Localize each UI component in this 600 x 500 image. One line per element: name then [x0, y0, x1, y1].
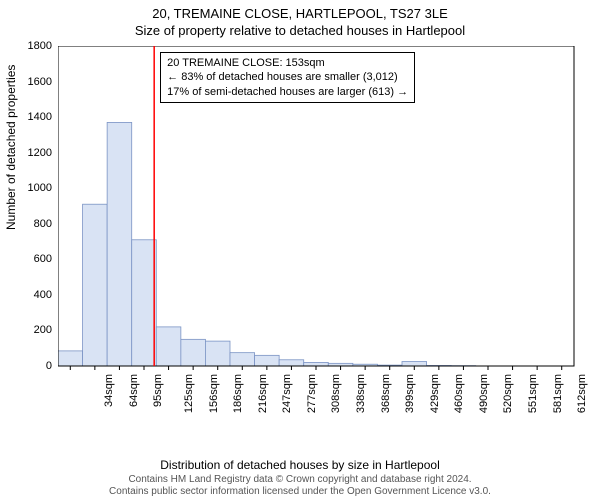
x-tick-label: 186sqm [232, 374, 244, 413]
y-tick-label: 800 [34, 218, 52, 230]
x-tick-label: 520sqm [503, 374, 515, 413]
x-tick-label: 308sqm [331, 374, 343, 413]
x-tick-label: 429sqm [429, 374, 441, 413]
x-tick-label: 156sqm [208, 374, 220, 413]
footer-line-1: Contains HM Land Registry data © Crown c… [0, 474, 600, 486]
y-tick-label: 600 [34, 253, 52, 265]
y-tick-label: 400 [34, 289, 52, 301]
y-tick-label: 1800 [28, 40, 52, 52]
annotation-box: 20 TREMAINE CLOSE: 153sqm← 83% of detach… [160, 52, 415, 103]
attribution-footer: Contains HM Land Registry data © Crown c… [0, 474, 600, 498]
chart-container: 20, TREMAINE CLOSE, HARTLEPOOL, TS27 3LE… [0, 0, 600, 500]
x-tick-label: 64sqm [128, 374, 140, 407]
x-tick-label: 247sqm [281, 374, 293, 413]
x-tick-label: 338sqm [355, 374, 367, 413]
y-tick-label: 1400 [28, 111, 52, 123]
y-tick-label: 1600 [28, 76, 52, 88]
x-tick-label: 551sqm [527, 374, 539, 413]
y-tick-label: 0 [46, 360, 52, 372]
annot-line-1: 20 TREMAINE CLOSE: 153sqm [167, 56, 408, 70]
x-tick-label: 34sqm [103, 374, 115, 407]
x-tick-label: 490sqm [478, 374, 490, 413]
x-tick-label: 581sqm [552, 374, 564, 413]
x-axis-label: Distribution of detached houses by size … [0, 458, 600, 472]
chart-subtitle: Size of property relative to detached ho… [0, 21, 600, 38]
annot-line-3: 17% of semi-detached houses are larger (… [167, 85, 408, 99]
x-tick-label: 399sqm [404, 374, 416, 413]
chart-title-address: 20, TREMAINE CLOSE, HARTLEPOOL, TS27 3LE [0, 0, 600, 21]
x-tick-label: 95sqm [152, 374, 164, 407]
x-tick-label: 125sqm [183, 374, 195, 413]
x-tick-label: 368sqm [380, 374, 392, 413]
x-tick-label: 277sqm [306, 374, 318, 413]
y-tick-label: 1000 [28, 182, 52, 194]
x-tick-label: 216sqm [257, 374, 269, 413]
y-axis-label: Number of detached properties [4, 65, 18, 230]
x-tick-label: 612sqm [576, 374, 588, 413]
footer-line-2: Contains public sector information licen… [0, 486, 600, 498]
annot-line-2: ← 83% of detached houses are smaller (3,… [167, 70, 408, 84]
plot-area: 02004006008001000120014001600180034sqm64… [58, 46, 578, 416]
y-tick-label: 1200 [28, 147, 52, 159]
x-tick-label: 460sqm [453, 374, 465, 413]
y-tick-label: 200 [34, 324, 52, 336]
